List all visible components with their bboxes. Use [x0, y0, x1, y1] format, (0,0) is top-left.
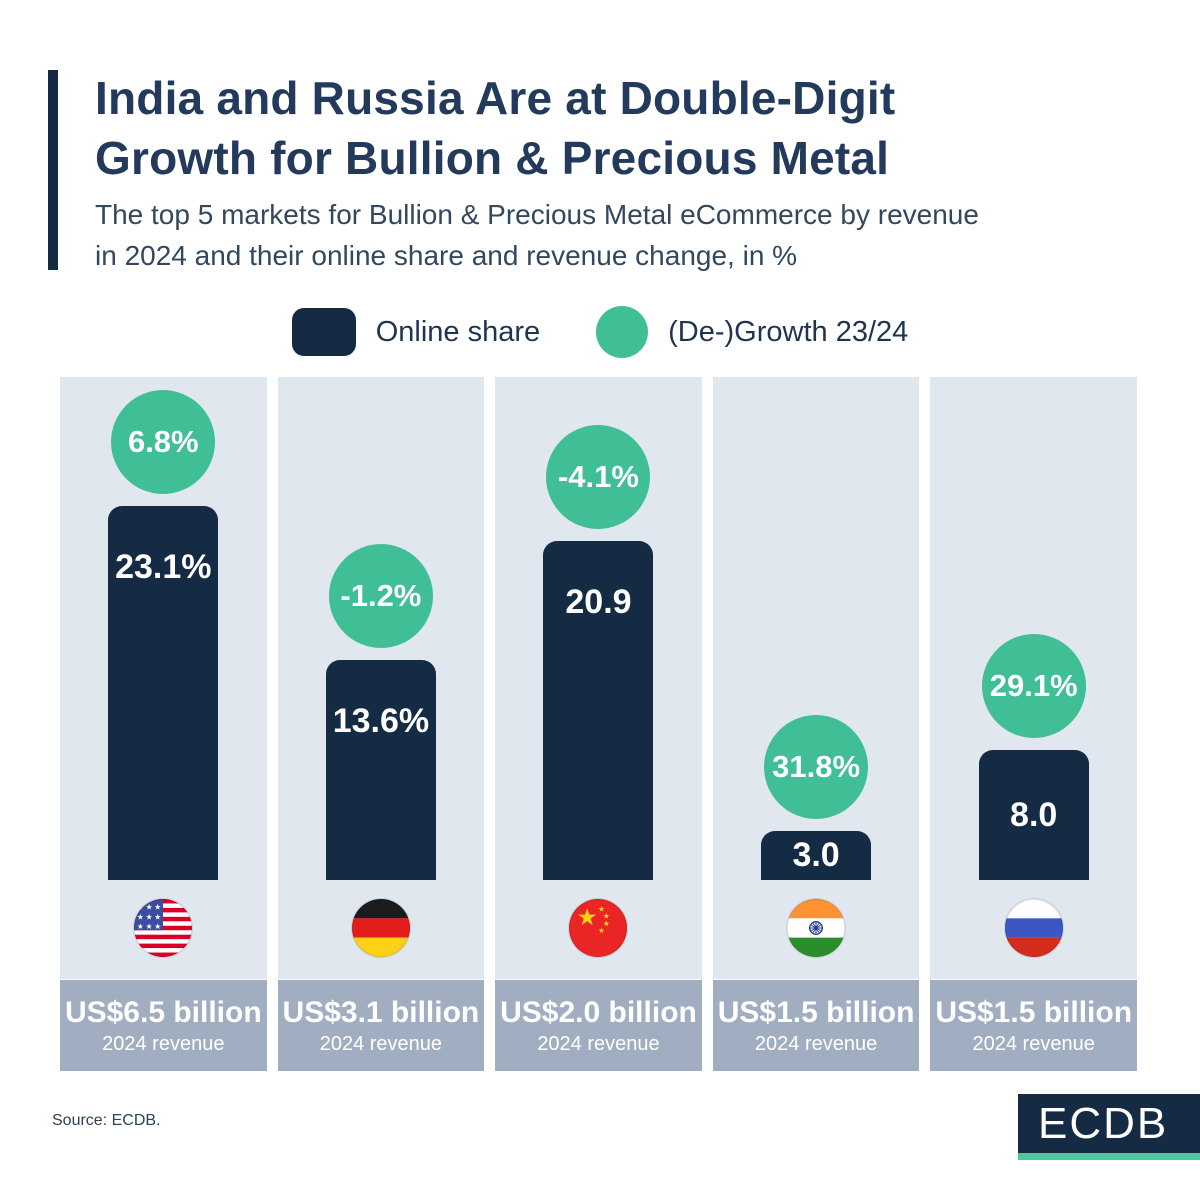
legend: Online share (De-)Growth 23/24 — [0, 306, 1200, 358]
column-body-india: 31.8% 3.0 — [712, 377, 920, 979]
revenue-value: US$1.5 billion — [717, 995, 915, 1029]
svg-text:★: ★ — [146, 922, 153, 931]
online-share-value: 23.1% — [115, 548, 212, 586]
revenue-value: US$3.1 billion — [282, 995, 480, 1029]
svg-text:★: ★ — [603, 919, 610, 928]
revenue-caption: 2024 revenue — [754, 1032, 878, 1055]
ecdb-logo-text: ECDB — [1038, 1098, 1169, 1148]
legend-growth-label: (De-)Growth 23/24 — [668, 315, 909, 348]
growth-value: 29.1% — [989, 668, 1078, 703]
svg-text:★: ★ — [155, 922, 162, 931]
flag-india-icon — [787, 899, 846, 957]
online-share-bar-united-states: 23.1% — [108, 506, 219, 880]
page-subtitle: The top 5 markets for Bullion & Precious… — [95, 194, 979, 276]
online-share-bar-russia: 8.0 — [978, 750, 1089, 880]
revenue-caption: 2024 revenue — [537, 1032, 660, 1055]
svg-text:★: ★ — [577, 904, 598, 931]
source-note: Source: ECDB. — [52, 1112, 161, 1129]
column-body-germany: -1.2% 13.6% — [277, 377, 485, 979]
revenue-caption: 2024 revenue — [319, 1032, 443, 1055]
online-share-value: 8.0 — [1010, 795, 1058, 834]
revenue-footer-china: US$2.0 billion 2024 revenue — [495, 980, 702, 1071]
growth-badge-russia: 29.1% — [981, 634, 1086, 738]
revenue-caption: 2024 revenue — [102, 1032, 225, 1055]
growth-badge-united-states: 6.8% — [111, 390, 216, 494]
svg-text:★: ★ — [598, 905, 605, 914]
growth-value: -4.1% — [557, 459, 639, 494]
revenue-caption: 2024 revenue — [972, 1032, 1095, 1055]
online-share-value: 3.0 — [792, 836, 840, 874]
svg-text:★: ★ — [146, 903, 153, 912]
revenue-value: US$1.5 billion — [935, 995, 1133, 1029]
revenue-value: US$6.5 billion — [64, 995, 262, 1029]
growth-badge-germany: -1.2% — [328, 544, 433, 648]
column-body-china: -4.1% 20.9 ★ ★ ★ ★ ★ — [495, 377, 702, 979]
online-share-value: 20.9 — [565, 583, 632, 621]
revenue-footer-india: US$1.5 billion 2024 revenue — [712, 980, 920, 1071]
ecdb-logo: ECDB — [1018, 1094, 1200, 1160]
column-body-united-states: 6.8% 23.1% — [60, 377, 267, 979]
title-line-2: Growth for Bullion & Precious Metal — [95, 132, 890, 184]
svg-text:★: ★ — [603, 911, 610, 920]
online-share-value: 13.6% — [332, 702, 430, 740]
page-title: India and Russia Are at Double-Digit Gro… — [95, 68, 895, 188]
column-body-russia: 29.1% 8.0 — [930, 377, 1137, 979]
flag-germany-icon — [351, 899, 410, 957]
revenue-footer-germany: US$3.1 billion 2024 revenue — [277, 980, 485, 1071]
subtitle-line-1: The top 5 markets for Bullion & Precious… — [95, 199, 979, 230]
svg-text:★: ★ — [155, 903, 162, 912]
svg-text:★: ★ — [137, 922, 144, 931]
market-column-united-states: 6.8% 23.1% — [60, 377, 267, 1071]
growth-value: -1.2% — [340, 578, 422, 613]
svg-text:★: ★ — [146, 912, 153, 921]
svg-text:★: ★ — [137, 912, 144, 921]
legend-online-share-label: Online share — [375, 315, 541, 348]
online-share-bar-germany: 13.6% — [325, 660, 436, 880]
revenue-footer-russia: US$1.5 billion 2024 revenue — [930, 980, 1137, 1071]
growth-badge-india: 31.8% — [764, 715, 869, 819]
market-column-china: -4.1% 20.9 ★ ★ ★ ★ ★ — [495, 377, 702, 1071]
legend-item-growth: (De-)Growth 23/24 — [596, 306, 908, 358]
legend-item-online-share: Online share — [291, 308, 541, 356]
online-share-swatch-icon — [291, 308, 356, 356]
market-column-russia: 29.1% 8.0 US$1.5 billion 2024 re — [930, 377, 1137, 1071]
flag-united-states-icon: ★ ★ ★ ★ ★ ★ ★ ★ ★ — [134, 899, 193, 957]
online-share-bar-china: 20.9 — [543, 541, 654, 880]
svg-text:★: ★ — [598, 926, 605, 935]
market-column-germany: -1.2% 13.6% US$3.1 billion 2024 — [277, 377, 485, 1071]
growth-badge-china: -4.1% — [546, 425, 651, 529]
chart-columns: 6.8% 23.1% — [60, 377, 1137, 1071]
title-line-1: India and Russia Are at Double-Digit — [95, 72, 896, 124]
growth-value: 6.8% — [127, 424, 199, 459]
revenue-value: US$2.0 billion — [500, 995, 697, 1029]
subtitle-line-2: in 2024 and their online share and reven… — [95, 240, 798, 271]
growth-value: 31.8% — [772, 749, 861, 784]
growth-swatch-icon — [596, 306, 649, 358]
ecdb-logo-box: ECDB — [1018, 1094, 1200, 1153]
revenue-footer-united-states: US$6.5 billion 2024 revenue — [60, 980, 267, 1071]
ecdb-logo-underline — [1018, 1153, 1200, 1160]
title-accent-bar — [48, 70, 58, 270]
online-share-bar-india: 3.0 — [761, 831, 872, 880]
flag-china-icon: ★ ★ ★ ★ ★ — [569, 899, 628, 957]
svg-text:★: ★ — [155, 912, 162, 921]
flag-russia-icon — [1004, 899, 1063, 957]
market-column-india: 31.8% 3.0 — [712, 377, 920, 1071]
